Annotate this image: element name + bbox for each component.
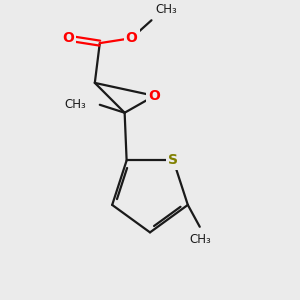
Text: S: S: [168, 153, 178, 167]
Text: CH₃: CH₃: [155, 3, 177, 16]
Text: CH₃: CH₃: [64, 98, 86, 111]
Text: O: O: [148, 89, 160, 103]
Text: O: O: [126, 31, 137, 45]
Text: O: O: [62, 31, 74, 45]
Text: CH₃: CH₃: [189, 233, 211, 246]
